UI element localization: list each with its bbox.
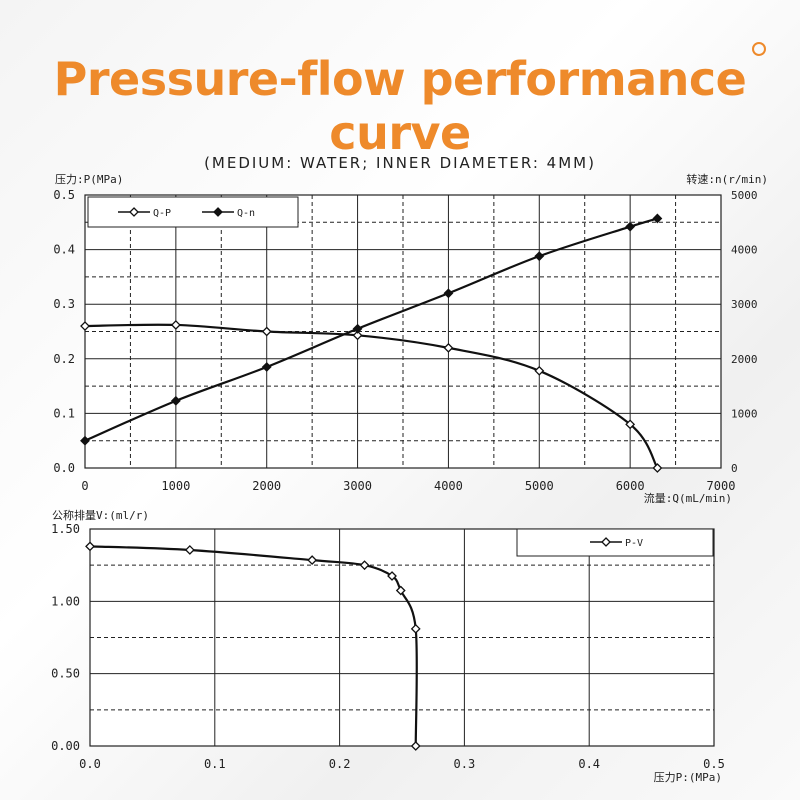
chart1-y2-tick-label: 3000: [731, 298, 758, 311]
chart2-x-tick-label: 0.2: [329, 757, 351, 771]
chart2-y-tick-label: 1.50: [51, 522, 80, 536]
series-q-p-point: [170, 320, 181, 330]
series-q-p-point: [261, 326, 272, 337]
series-q-n-point: [625, 221, 636, 232]
legend-q-n-label: Q-n: [237, 208, 255, 219]
chart1-legend: [87, 196, 299, 228]
legend-q-n-marker: [213, 207, 223, 217]
chart1-y-tick-label: 0.0: [53, 461, 75, 475]
series-p-v-point: [307, 555, 318, 566]
series-p-v-point: [395, 585, 406, 596]
chart1-x-tick-label: 1000: [161, 479, 190, 493]
decorative-circle-icon: [752, 42, 766, 56]
chart1-x-tick-label: 0: [81, 479, 88, 493]
chart1-x-tick-label: 5000: [525, 479, 554, 493]
chart1-x-tick-label: 6000: [616, 479, 645, 493]
chart1-y-tick-label: 0.4: [53, 243, 75, 257]
chart2-y-axis-label: 公称排量V:(ml/r): [52, 508, 149, 522]
legend-q-p-marker: [129, 207, 139, 217]
legend-p-v-marker: [601, 537, 611, 547]
series-q-n-point: [443, 288, 454, 299]
page-title: Pressure-flow performance curve: [53, 52, 747, 160]
series-p-v-point: [359, 560, 370, 571]
chart2-y-tick-label: 0.00: [51, 739, 80, 753]
chart2-x-tick-label: 0.5: [703, 757, 725, 771]
chart1-y2-tick-label: 4000: [731, 244, 758, 257]
chart2-x-tick-label: 0.0: [79, 757, 101, 771]
chart-subtitle: (MEDIUM: WATER; INNER DIAMETER: 4MM): [204, 154, 596, 172]
chart1-x-tick-label: 7000: [707, 479, 736, 493]
chart1-y2-tick-label: 1000: [731, 407, 758, 420]
chart1-y-tick-label: 0.1: [53, 406, 75, 420]
chart1-y-axis-label: 压力:P(MPa): [55, 173, 123, 186]
chart1-y2-tick-label: 2000: [731, 353, 758, 366]
chart1-x-axis-label: 流量:Q(mL/min): [644, 491, 732, 505]
series-q-n-point: [352, 323, 363, 334]
series-q-p-point: [443, 342, 454, 353]
series-p-v-point: [184, 545, 195, 555]
chart1-x-tick-label: 3000: [343, 479, 372, 493]
series-q-n-point: [534, 251, 545, 262]
series-q-n-point: [652, 213, 663, 224]
series-q-n-point: [170, 395, 181, 406]
chart1-y2-axis-label: 转速:n(r/min): [686, 172, 768, 186]
series-q-n-point: [261, 362, 272, 372]
series-p-v-point: [410, 741, 421, 751]
chart1-x-tick-label: 4000: [434, 479, 463, 493]
series-p-v-point: [85, 541, 95, 552]
series-q-p-point: [352, 330, 363, 341]
chart2-x-tick-label: 0.1: [204, 757, 226, 771]
chart1-y-tick-label: 0.5: [53, 188, 75, 202]
legend-q-p-label: Q-P: [153, 208, 171, 219]
series-q-p-line: [84, 323, 659, 469]
series-q-n-point: [80, 435, 90, 446]
series-p-v-point: [387, 571, 397, 581]
series-q-p-point: [80, 321, 90, 331]
series-q-p-point: [625, 419, 636, 430]
series-q-p-point: [652, 463, 663, 473]
chart2-x-tick-label: 0.3: [454, 757, 476, 771]
series-q-n-line: [84, 217, 658, 442]
legend-p-v-label: P-V: [625, 538, 643, 549]
chart2-x-axis-label: 压力P:(MPa): [654, 771, 722, 784]
chart1-y-tick-label: 0.2: [53, 352, 75, 366]
chart2-y-tick-label: 1.00: [51, 594, 80, 608]
chart1-y2-tick-label: 5000: [731, 189, 758, 202]
series-p-v-point: [410, 623, 421, 634]
chart1-x-tick-label: 2000: [252, 479, 281, 493]
series-q-p-point: [534, 365, 545, 376]
chart2-y-tick-label: 0.50: [51, 667, 80, 681]
chart2-x-tick-label: 0.4: [578, 757, 600, 771]
chart1-y2-tick-label: 0: [731, 462, 738, 475]
chart1-y-tick-label: 0.3: [53, 297, 75, 311]
